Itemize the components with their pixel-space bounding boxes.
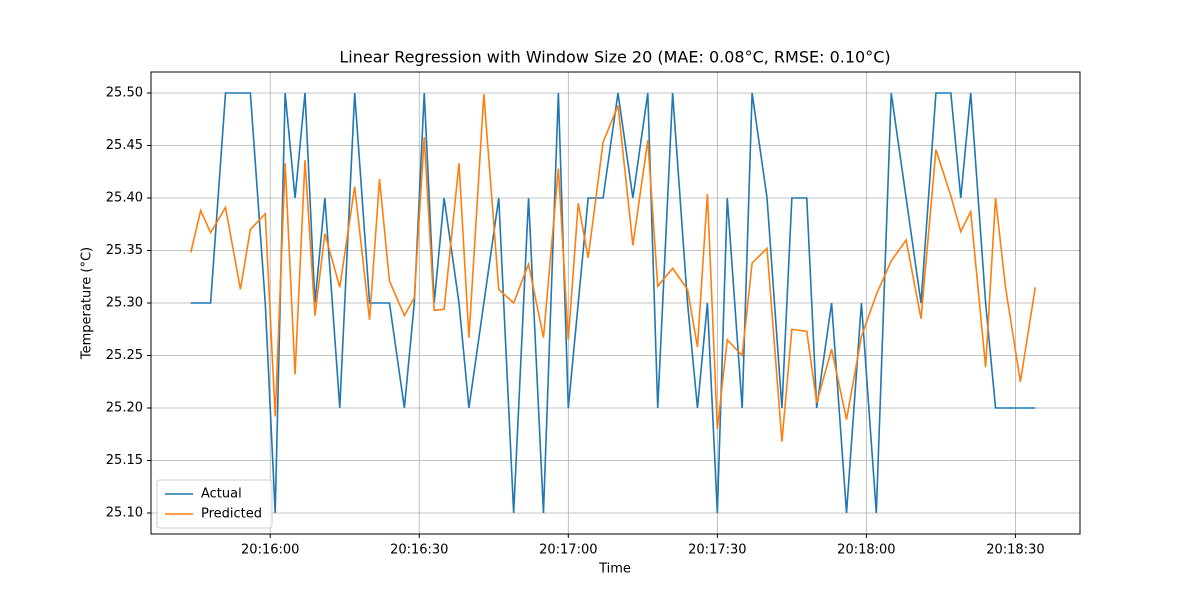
y-tick-label: 25.20 bbox=[106, 401, 143, 416]
y-axis-label: Temperature (°C) bbox=[80, 247, 95, 360]
x-tick-label: 20:16:00 bbox=[241, 543, 299, 558]
y-tick-label: 25.50 bbox=[106, 86, 143, 101]
chart-title: Linear Regression with Window Size 20 (M… bbox=[339, 48, 890, 67]
legend-box bbox=[156, 479, 273, 529]
x-tick-label: 20:17:30 bbox=[688, 543, 746, 558]
x-tick-label: 20:16:30 bbox=[390, 543, 448, 558]
legend-label: Predicted bbox=[201, 507, 262, 522]
legend-label: Actual bbox=[201, 487, 242, 502]
x-tick-label: 20:17:00 bbox=[539, 543, 597, 558]
y-tick-label: 25.45 bbox=[106, 138, 143, 153]
y-tick-label: 25.10 bbox=[106, 506, 143, 521]
y-tick-label: 25.30 bbox=[106, 296, 143, 311]
data-line bbox=[189, 93, 1037, 442]
legend: Actual Predicted bbox=[156, 479, 273, 529]
y-tick-label: 25.15 bbox=[106, 453, 143, 468]
y-tick-label: 25.35 bbox=[106, 243, 143, 258]
plot-frame bbox=[150, 71, 1081, 535]
y-tick-label: 25.25 bbox=[106, 348, 143, 363]
x-tick-label: 20:18:00 bbox=[837, 543, 895, 558]
x-tick-label: 20:18:30 bbox=[986, 543, 1044, 558]
x-axis-label: Time bbox=[598, 562, 631, 577]
y-tick-label: 25.40 bbox=[106, 191, 143, 206]
